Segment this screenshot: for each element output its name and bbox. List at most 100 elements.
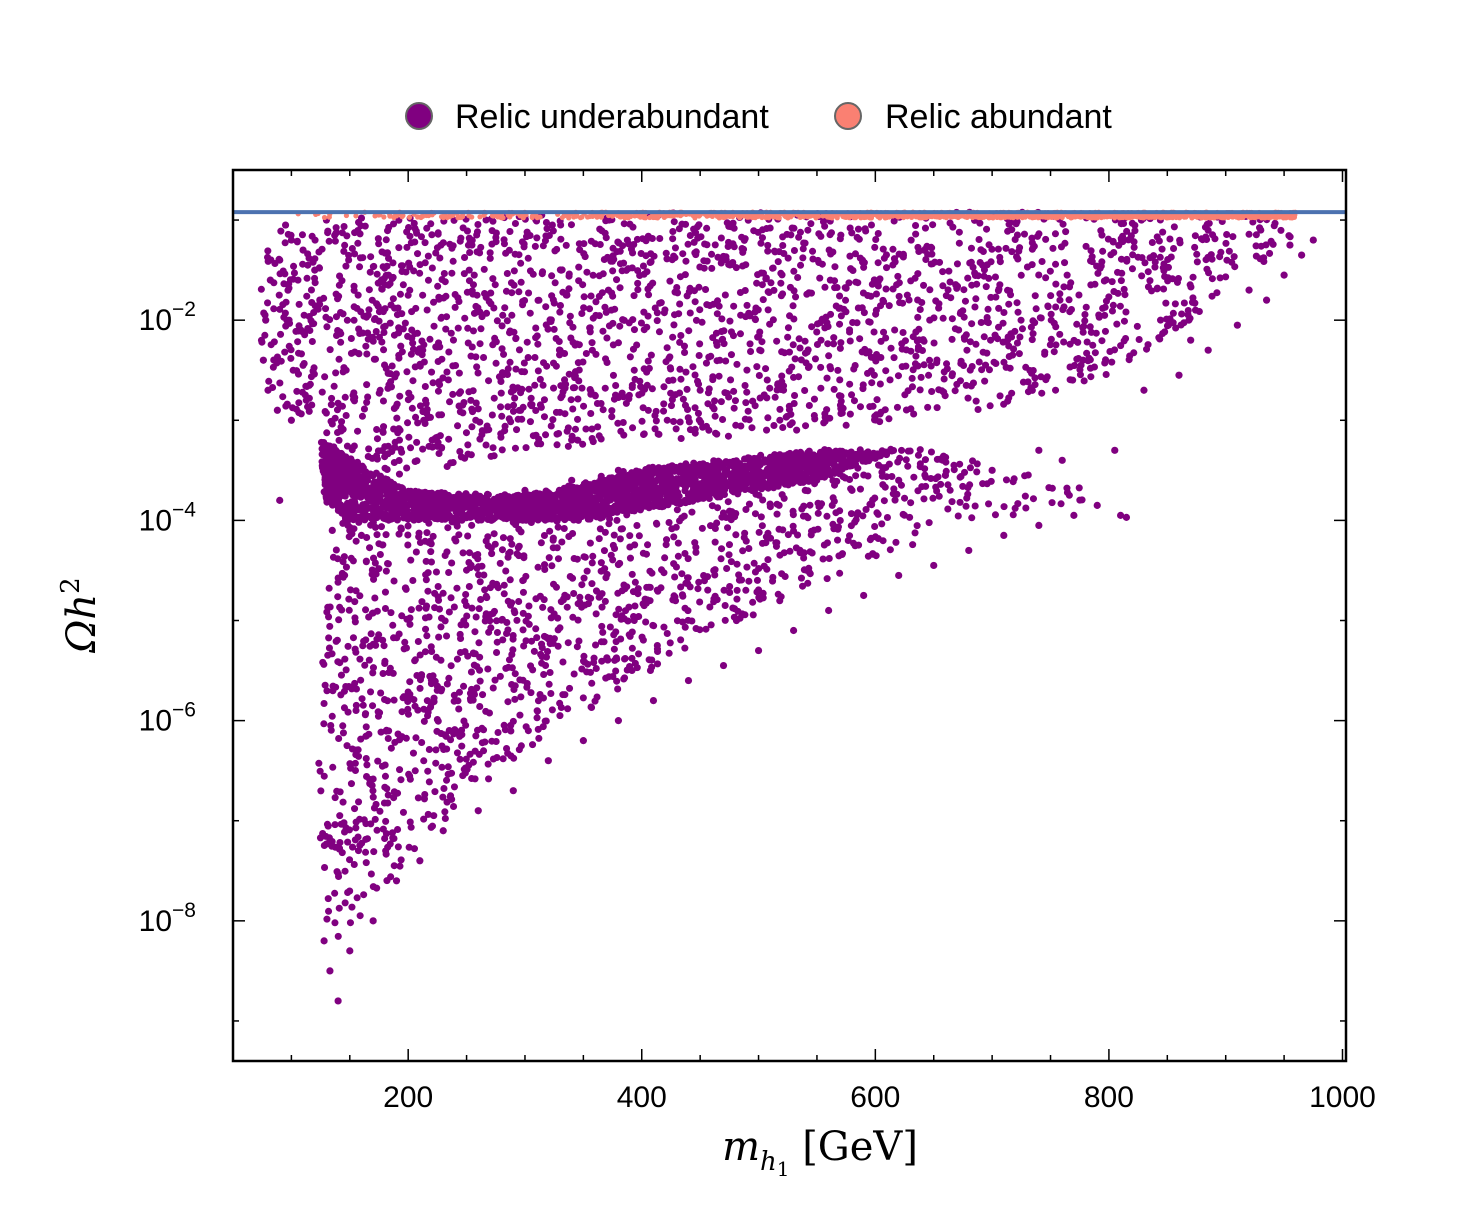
scatter-point-abundant [1272, 214, 1278, 220]
scatter-point [262, 316, 270, 324]
scatter-point-abundant [406, 214, 413, 220]
scatter-point [1233, 321, 1241, 329]
scatter-point-abundant [460, 213, 466, 220]
scatter-point [276, 256, 284, 264]
scatter-point-abundant [415, 214, 421, 220]
scatter-point [334, 997, 342, 1005]
scatter-point-abundant [1008, 214, 1014, 220]
plot-frame [231, 168, 1348, 1063]
scatter-point-abundant [571, 214, 577, 220]
x-tick-label: 1000 [1309, 1081, 1376, 1114]
scatter-point [1035, 446, 1043, 454]
scatter-point-abundant [1022, 214, 1028, 220]
scatter-point [326, 967, 334, 975]
scatter-point-abundant [455, 215, 461, 221]
x-tick-label: 200 [383, 1081, 433, 1114]
scatter-point-abundant [400, 212, 406, 219]
scatter-point-abundant [466, 213, 472, 219]
scatter-point [1280, 271, 1288, 279]
scatter-point-abundant [420, 213, 426, 219]
scatter-point [988, 466, 996, 474]
scatter-point [266, 276, 274, 284]
scatter-point [684, 676, 693, 685]
scatter-point-abundant [343, 212, 350, 219]
legend: Relic underabundant Relic abundant [405, 98, 1112, 136]
scatter-point [825, 606, 833, 615]
scatter-point-abundant [1123, 214, 1129, 221]
scatter-cloud-main-band [257, 208, 1294, 940]
scatter-point-abundant [1280, 214, 1286, 220]
scatter-point-abundant [1217, 214, 1223, 220]
scatter-point-abundant [661, 213, 667, 219]
scatter-point-abundant [650, 214, 656, 221]
y-tick-label: 10−2 [139, 298, 196, 337]
scatter-point [1093, 501, 1101, 509]
scatter-point [1245, 286, 1253, 294]
scatter-point-abundant [842, 214, 848, 220]
scatter-point [649, 696, 658, 705]
scatter-point [568, 476, 576, 484]
scatter-point-abundant [897, 213, 903, 219]
scatter-point [1175, 371, 1183, 379]
scatter-point [930, 561, 938, 570]
scatter-point [579, 737, 587, 745]
scatter-point-abundant [1132, 213, 1138, 219]
scatter-point [941, 471, 950, 479]
scatter-point [789, 626, 798, 635]
scatter-point-abundant [766, 215, 772, 221]
scatter-point [474, 496, 482, 504]
scatter-point [1204, 346, 1212, 354]
scatter-point [661, 471, 669, 479]
scatter-point-abundant [923, 213, 930, 219]
scatter-point-abundant [632, 213, 638, 219]
scatter-point-abundant [941, 214, 947, 220]
scatter-point-abundant [961, 213, 967, 219]
scatter-point-abundant [1118, 214, 1124, 221]
scatter-point [1111, 446, 1119, 454]
scatter-point [801, 486, 809, 494]
scatter-point [299, 246, 307, 254]
scatter-point [509, 787, 517, 795]
scatter-point-abundant [677, 213, 684, 219]
scatter-point [1257, 226, 1265, 234]
scatter-point-abundant [498, 214, 504, 221]
scatter-point [754, 481, 763, 489]
legend-marker-underabundant [405, 102, 433, 130]
scatter-point [1140, 386, 1148, 394]
scatter-point-abundant [477, 214, 483, 220]
x-axis: 200 400 600 800 1000 [290, 170, 1376, 1114]
scatter-point-abundant [986, 213, 992, 219]
scatter-point-abundant [1111, 213, 1117, 220]
x-tick-label: 400 [617, 1081, 667, 1114]
scatter-point [346, 947, 354, 955]
scatter-point [1000, 531, 1008, 540]
y-tick-label: 10−6 [139, 699, 196, 738]
scatter-point-abundant [1094, 215, 1101, 221]
scatter-point-abundant [326, 214, 332, 220]
scatter-point-abundant [594, 213, 600, 219]
scatter-point [320, 937, 328, 945]
scatter-point [860, 591, 868, 600]
scatter-point-abundant [321, 214, 328, 221]
scatter-point-abundant [584, 214, 591, 220]
scatter-point [276, 496, 284, 504]
scatter-point [311, 266, 319, 274]
scatter-point-abundant [392, 213, 398, 219]
scatter-point-abundant [692, 215, 698, 221]
scatter-point [357, 531, 366, 540]
scatter-point [346, 526, 354, 535]
scatter-point [614, 717, 623, 725]
scatter-point [848, 486, 856, 494]
scatter-point-abundant [757, 213, 763, 219]
scatter-point [281, 221, 290, 229]
legend-marker-abundant [834, 102, 862, 130]
scatter-point-abundant [566, 215, 572, 221]
scatter-point-abundant [1089, 215, 1095, 221]
scatter-point-abundant [980, 214, 986, 220]
scatter-point-abundant [744, 213, 750, 219]
scatter-point-abundant [450, 212, 456, 219]
scatter-point-abundant [617, 214, 624, 220]
scatter-point [719, 661, 728, 670]
scatter-point [1286, 241, 1294, 249]
